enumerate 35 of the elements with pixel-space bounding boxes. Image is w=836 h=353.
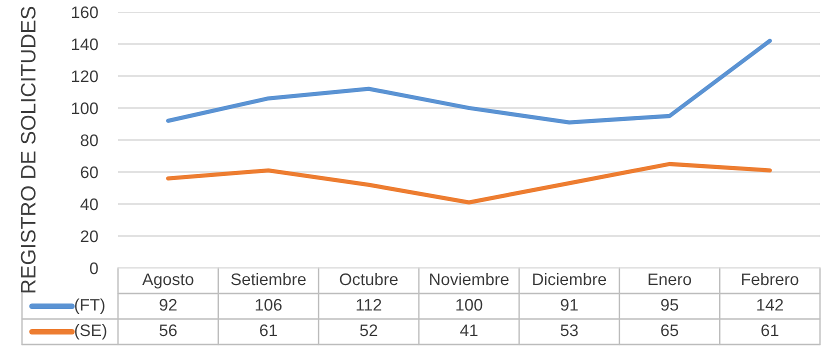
data-label: 112 — [356, 298, 382, 311]
y-tick-label: 140 — [72, 38, 98, 50]
data-label: 61 — [260, 324, 277, 336]
y-tick-label: 40 — [80, 198, 98, 210]
x-tick-label: Setiembre — [231, 272, 306, 286]
y-tick-label: 120 — [72, 70, 98, 82]
legend-label: (FT) — [75, 298, 104, 314]
data-label: 61 — [761, 324, 778, 336]
data-label: 100 — [456, 298, 482, 311]
x-tick-label: Febrero — [742, 272, 798, 286]
y-tick-label: 160 — [72, 6, 98, 18]
data-label: 106 — [256, 298, 282, 311]
data-label: 53 — [560, 324, 578, 336]
data-label: 56 — [160, 324, 177, 336]
data-label: 65 — [661, 324, 678, 336]
y-tick-label: 100 — [72, 102, 98, 114]
y-tick-label: 80 — [80, 134, 98, 146]
data-label: 92 — [160, 298, 177, 311]
x-tick-label: Noviembre — [430, 272, 509, 286]
legend-label: (SE) — [75, 324, 106, 340]
y-axis-title: REGISTRO DE SOLICITUDES — [20, 6, 36, 292]
x-tick-label: Diciembre — [533, 272, 606, 286]
data-label: 95 — [661, 298, 678, 311]
data-label: 91 — [560, 298, 578, 311]
y-tick-label: 0 — [90, 262, 98, 274]
y-tick-label: 20 — [80, 230, 98, 242]
line-series — [166, 38, 772, 124]
line-series — [166, 162, 772, 204]
y-tick-label: 60 — [80, 166, 98, 178]
x-tick-label: Octubre — [340, 272, 398, 286]
data-label: 52 — [360, 324, 378, 336]
x-tick-label: Agosto — [142, 274, 194, 289]
x-tick-label: Enero — [648, 274, 692, 286]
data-label: 142 — [757, 298, 783, 311]
data-label: 41 — [460, 324, 478, 336]
